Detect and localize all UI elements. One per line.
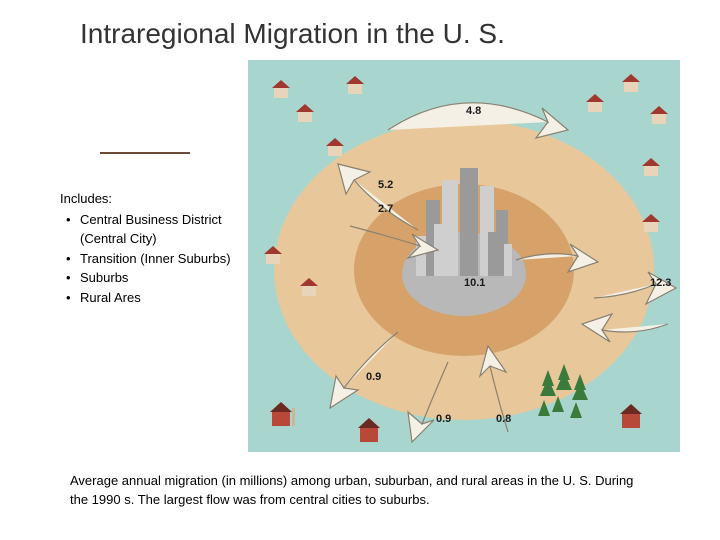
flow-label: 0.9 (436, 413, 451, 425)
caption-text: Average annual migration (in millions) a… (70, 472, 650, 510)
list-item: Central Business District (Central City) (64, 211, 250, 249)
bullets-list: Central Business District (Central City)… (60, 211, 250, 308)
list-item: Rural Ares (64, 289, 250, 308)
flow-label: 12.3 (650, 277, 671, 289)
flow-label: 0.9 (366, 371, 381, 383)
bullets-heading: Includes: (60, 190, 250, 209)
migration-diagram: 4.8 5.2 2.7 10.1 12.3 0.9 0.9 0.8 (248, 60, 680, 452)
flow-label: 0.8 (496, 413, 511, 425)
bullets-block: Includes: Central Business District (Cen… (60, 190, 250, 309)
flow-label: 2.7 (378, 203, 393, 215)
flow-label: 5.2 (378, 179, 393, 191)
title-divider (100, 152, 190, 154)
list-item: Suburbs (64, 269, 250, 288)
flow-label: 10.1 (464, 277, 485, 289)
page-title: Intraregional Migration in the U. S. (80, 18, 505, 50)
list-item: Transition (Inner Suburbs) (64, 250, 250, 269)
flow-label: 4.8 (466, 105, 481, 117)
